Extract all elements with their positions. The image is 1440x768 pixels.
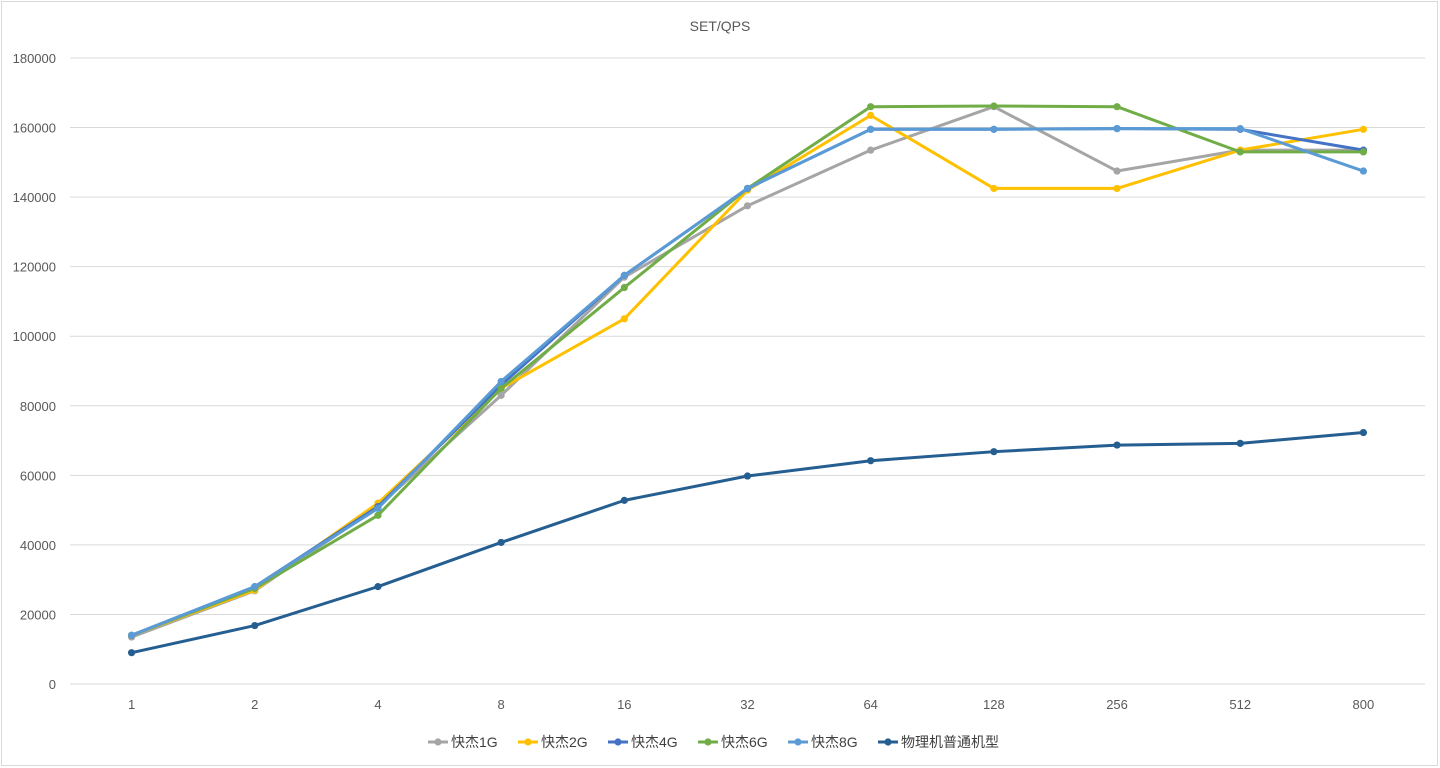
x-tick-label: 800 [1353,697,1375,712]
data-point [1113,124,1121,133]
data-point [1359,167,1368,175]
y-tick-label: 100000 [13,329,56,344]
legend-marker [794,738,802,746]
y-tick-label: 60000 [20,468,56,483]
data-point [990,102,998,110]
y-axis: 0 20000 40000 60000 80000 100000 120000 140000 1… [13,51,56,692]
data-point [620,315,628,323]
y-tick-label: 0 [49,677,56,692]
legend-marker [524,738,532,746]
data-point [1113,167,1121,175]
legend-item: 快杰2G [518,734,588,750]
series-4 [127,102,1368,639]
data-point [1359,125,1368,133]
legend-label: 快杰2G [541,734,588,750]
data-point [743,202,752,210]
chart-title: SET/QPS [690,18,751,34]
x-axis: 1 2 4 8 16 32 64 128 256 512 800 [128,697,1374,712]
data-point [1113,184,1121,193]
data-point [497,384,505,392]
data-point [1113,441,1121,449]
data-point [867,457,875,465]
legend-item: 快杰4G [608,734,678,750]
y-tick-label: 40000 [20,538,56,553]
data-point [497,538,505,547]
x-tick-label: 2 [251,697,258,712]
data-point [127,631,136,639]
x-tick-label: 128 [983,697,1005,712]
x-tick-label: 512 [1229,697,1251,712]
legend-marker [704,738,712,746]
data-point [743,184,752,193]
data-point [867,146,875,154]
legend-marker [884,738,892,746]
x-tick-label: 16 [617,697,631,712]
legend-item: 快杰1G [428,734,498,750]
data-point [867,125,875,133]
x-tick-label: 32 [740,697,754,712]
y-tick-label: 80000 [20,399,56,414]
legend-label: 快杰8G [811,734,858,750]
data-point [251,583,259,591]
data-point [251,621,259,630]
legend-item: 快杰8G [788,734,858,750]
y-tick-label: 140000 [13,190,56,205]
data-point [620,283,628,292]
y-tick-label: 180000 [13,51,56,66]
data-point [620,496,628,504]
data-point [990,448,998,456]
data-point [1359,148,1368,156]
data-point [1236,439,1244,447]
x-tick-label: 64 [863,697,877,712]
legend-marker [614,738,622,746]
series-line [130,431,1365,655]
data-point [374,504,382,512]
x-tick-label: 256 [1106,697,1128,712]
y-tick-label: 120000 [13,260,56,275]
data-point [867,103,875,111]
y-tick-label: 20000 [20,607,56,622]
data-point [990,125,998,133]
series-group [127,102,1368,657]
series-3 [127,124,1368,639]
data-point [374,511,382,519]
series-6 [127,428,1368,657]
data-point [990,184,998,193]
data-point [497,391,505,399]
data-point [1236,124,1244,133]
legend-item: 物理机普通机型 [878,734,999,750]
x-tick-label: 1 [128,697,135,712]
legend-label: 快杰4G [631,734,678,750]
data-point [1236,148,1244,156]
legend-label: 物理机普通机型 [901,734,999,750]
data-point [1113,103,1121,111]
gridlines [70,57,1425,685]
data-point [1359,428,1368,437]
x-tick-label: 8 [498,697,505,712]
legend-label: 快杰1G [451,734,498,750]
series-5 [127,124,1368,639]
data-point [127,649,136,657]
data-point [497,377,505,386]
x-tick-label: 4 [374,697,381,712]
data-point [867,111,875,119]
legend-item: 快杰6G [698,734,768,750]
legend-label: 快杰6G [721,734,768,750]
y-tick-label: 160000 [13,121,56,136]
legend-marker [434,738,442,746]
data-point [620,271,628,279]
series-1 [127,103,1368,641]
data-point [743,472,752,480]
legend: 快杰1G 快杰2G 快杰4G 快杰6G 快杰8G 物理机普通机型 [428,734,999,750]
data-point [374,583,382,591]
